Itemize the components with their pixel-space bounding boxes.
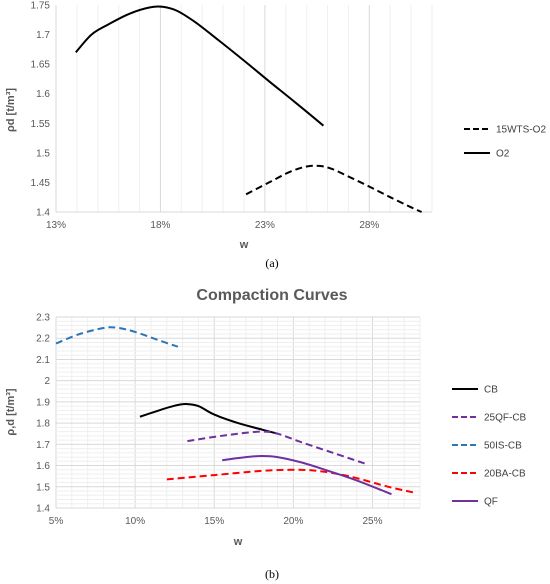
series-line-50is-cb — [55, 326, 179, 348]
series-b — [55, 326, 418, 496]
x-tick-label: 5% — [49, 516, 64, 527]
tick-labels-b: 5% 10% 15% 20% 25% 1.4 1.5 1.6 1.7 1.8 1.9 2 2.1 2.2 2… — [36, 313, 383, 528]
legend-a: 15WTS-O2 O2 — [464, 125, 546, 160]
y-tick-label: 1.5 — [36, 482, 50, 493]
series-line-20ba-cb — [166, 468, 418, 495]
series-line-25qf-cb — [187, 430, 365, 465]
plot-area-b — [56, 317, 420, 508]
grid-a — [55, 5, 433, 213]
series-a — [75, 5, 423, 213]
legend-label-cb: CB — [484, 385, 498, 396]
y-tick-label: 2.1 — [36, 355, 50, 366]
chart-panel-a: 13% 18% 23% 28% 1.4 1.45 1.5 1.55 1.6 1.65 1.7 1.75… — [5, 1, 546, 271]
y-tick-label: 1.6 — [36, 461, 50, 472]
x-tick-label: 20% — [283, 516, 303, 527]
y-tick-label: 2 — [44, 376, 50, 387]
panel-label-a: (a) — [265, 256, 278, 270]
y-tick-label: 1.6 — [36, 89, 50, 100]
y-tick-label: 1.4 — [36, 208, 50, 219]
chart-title-b: Compaction Curves — [196, 287, 347, 304]
y-tick-label: 2.2 — [36, 334, 50, 345]
y-tick-label: 1.8 — [36, 419, 50, 430]
y-tick-label: 1.45 — [31, 178, 51, 189]
x-tick-label: 18% — [150, 220, 170, 231]
legend-b: CB 25QF-CB 50IS-CB 20BA-CB QF — [452, 385, 527, 508]
y-tick-label: 1.75 — [31, 1, 51, 12]
legend-label-15wts-o2: 15WTS-O2 — [496, 125, 546, 136]
legend-label-o2: O2 — [496, 149, 510, 160]
grid-b — [55, 316, 421, 509]
panel-label-b: (b) — [265, 567, 279, 581]
y-tick-label: 1.7 — [36, 30, 50, 41]
series-line-cb — [139, 402, 278, 435]
series-line-15wts-o2 — [245, 164, 423, 213]
y-tick-label: 1.7 — [36, 440, 50, 451]
x-tick-label: 28% — [359, 220, 379, 231]
legend-label-50is-cb: 50IS-CB — [484, 441, 522, 452]
y-axis-label-b: ρ,d [t/m³] — [5, 388, 17, 435]
x-tick-label: 15% — [204, 516, 224, 527]
y-tick-label: 1.5 — [36, 148, 50, 159]
y-tick-label: 1.9 — [36, 397, 50, 408]
legend-label-25qf-cb: 25QF-CB — [484, 413, 527, 424]
legend-label-20ba-cb: 20BA-CB — [484, 469, 526, 480]
chart-panel-b: Compaction Curves 5% 10% 15% 20% 25% 1.4 1.5 1.… — [5, 287, 527, 581]
series-line-o2 — [75, 5, 325, 127]
y-axis-label-a: ρd [t/m³] — [5, 88, 17, 132]
y-tick-label: 1.55 — [31, 119, 51, 130]
y-tick-label: 2.3 — [36, 313, 50, 324]
tick-labels-a: 13% 18% 23% 28% 1.4 1.45 1.5 1.55 1.6 1.65 1.7 1.75 — [31, 1, 380, 232]
y-tick-label: 1.65 — [31, 60, 51, 71]
x-tick-label: 10% — [125, 516, 145, 527]
series-line-qf — [222, 455, 392, 496]
x-tick-label: 25% — [363, 516, 383, 527]
legend-label-qf: QF — [484, 497, 498, 508]
x-axis-label-b: w — [233, 536, 243, 548]
x-axis-label-a: w — [239, 239, 249, 251]
y-tick-label: 1.4 — [36, 504, 50, 515]
x-tick-label: 23% — [255, 220, 275, 231]
x-tick-label: 13% — [46, 220, 66, 231]
